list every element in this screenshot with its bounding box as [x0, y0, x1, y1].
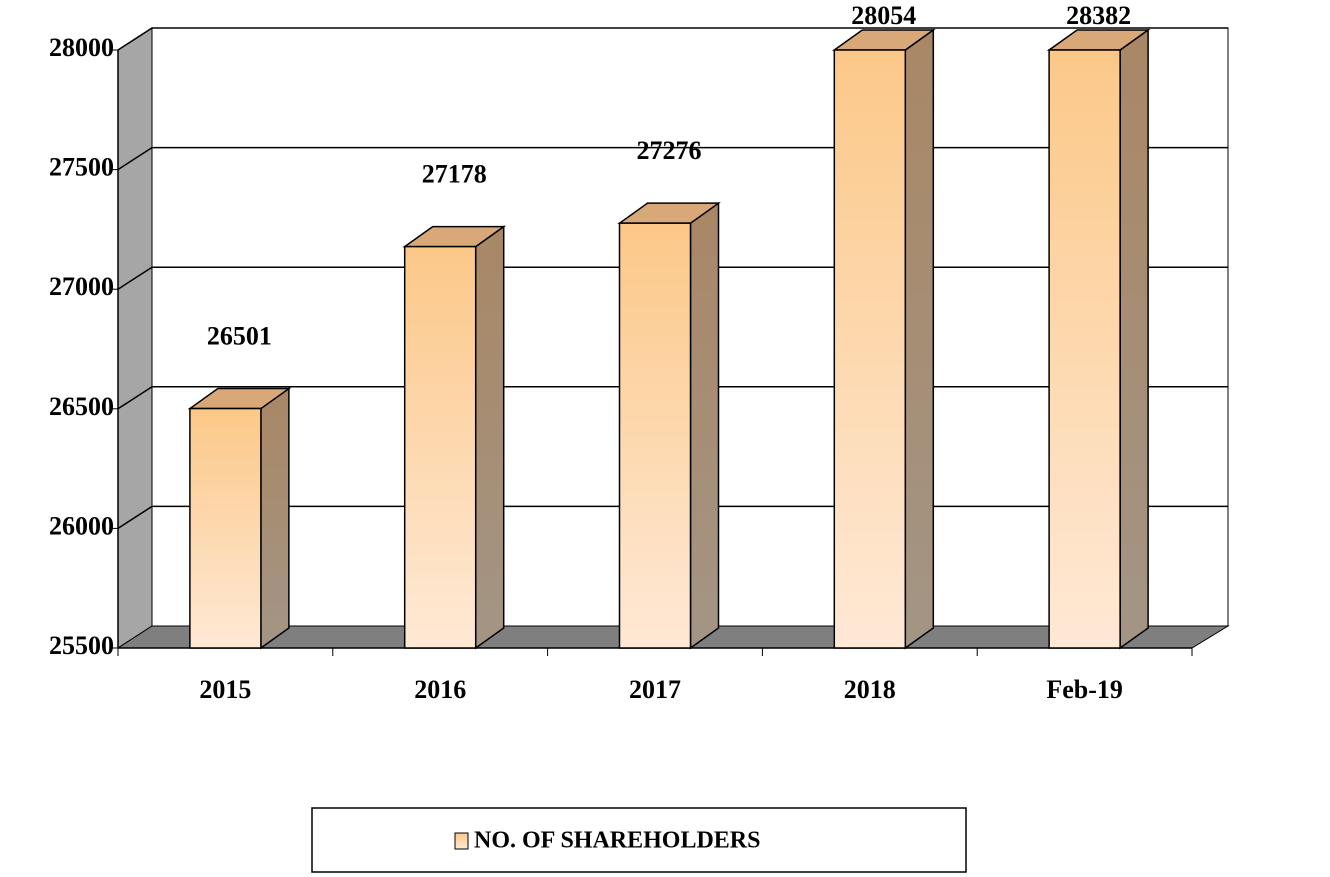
legend-label: NO. OF SHAREHOLDERS [474, 828, 761, 854]
legend-swatch [454, 832, 469, 850]
bar-side [260, 387, 290, 650]
bar-side [474, 225, 505, 650]
bar [189, 407, 262, 649]
y-tick-label: 27000 [49, 272, 114, 301]
bar [403, 245, 477, 649]
data-label: 26501 [207, 322, 272, 351]
y-tick-label: 28000 [49, 33, 114, 62]
bar-side [904, 28, 935, 650]
x-tick-label: 2017 [629, 675, 681, 704]
data-label: 28054 [851, 1, 916, 30]
data-label: 28382 [1066, 1, 1131, 30]
y-tick-label: 27500 [49, 153, 114, 182]
legend-box [311, 807, 967, 873]
bar [618, 222, 692, 649]
y-tick-label: 26500 [49, 392, 114, 421]
y-tick-label: 26000 [49, 511, 114, 540]
side-wall [117, 27, 153, 649]
bar [1048, 49, 1121, 649]
x-tick-label: 2016 [414, 675, 466, 704]
x-tick-label: Feb-19 [1046, 675, 1123, 704]
x-tick-label: 2018 [844, 675, 896, 704]
grid-line [117, 27, 1228, 51]
bar [833, 49, 907, 649]
data-label: 27178 [422, 160, 487, 189]
bar-side [1119, 28, 1149, 650]
x-tick-label: 2015 [199, 675, 251, 704]
y-tick-label: 25500 [49, 631, 114, 660]
data-label: 27276 [637, 136, 702, 165]
bar-side [689, 201, 720, 650]
